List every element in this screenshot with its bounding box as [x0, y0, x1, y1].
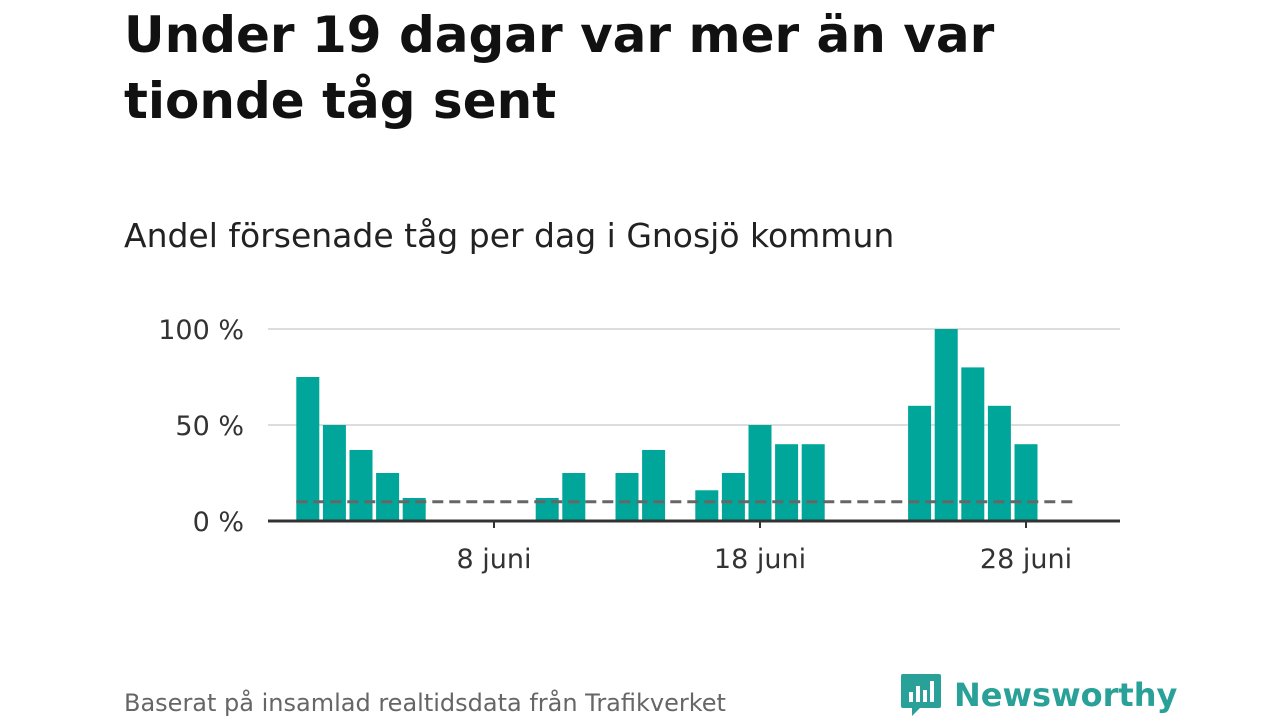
bar: [535, 497, 559, 521]
bar: [934, 329, 958, 521]
source-note: Baserat på insamlad realtidsdata från Tr…: [124, 689, 726, 717]
y-tick-label: 50 %: [175, 411, 244, 442]
bar: [908, 405, 932, 521]
tick-labels: 0 % 50 % 100 % 8 juni 18 juni 28 juni: [158, 315, 1072, 575]
bar: [615, 473, 639, 521]
bar: [961, 367, 985, 521]
x-tick-label: 18 juni: [714, 544, 806, 575]
bar: [296, 377, 320, 521]
bar: [349, 449, 373, 521]
x-tick-label: 28 juni: [980, 544, 1072, 575]
y-tick-label: 100 %: [158, 315, 244, 346]
bar: [748, 425, 772, 521]
bar: [775, 444, 799, 521]
bar: [402, 497, 426, 521]
y-tick-label: 0 %: [193, 507, 244, 538]
bar: [376, 473, 400, 521]
bar: [1014, 444, 1038, 521]
bar: [987, 405, 1011, 521]
bar: [801, 444, 825, 521]
bar: [562, 473, 586, 521]
chart-title: Under 19 dagar var mer än var tionde tåg…: [124, 6, 995, 130]
x-tick-label: 8 juni: [457, 544, 532, 575]
bar: [721, 473, 745, 521]
bars: [296, 329, 1038, 521]
brand-name: Newsworthy: [954, 676, 1178, 714]
chart-subtitle: Andel försenade tåg per dag i Gnosjö kom…: [124, 216, 895, 255]
axes: [268, 519, 1120, 528]
bar: [695, 490, 719, 521]
newsworthy-logo-icon: [901, 674, 941, 716]
bar: [322, 425, 346, 521]
bar: [642, 449, 666, 521]
brand-logo[interactable]: Newsworthy: [900, 670, 1177, 720]
